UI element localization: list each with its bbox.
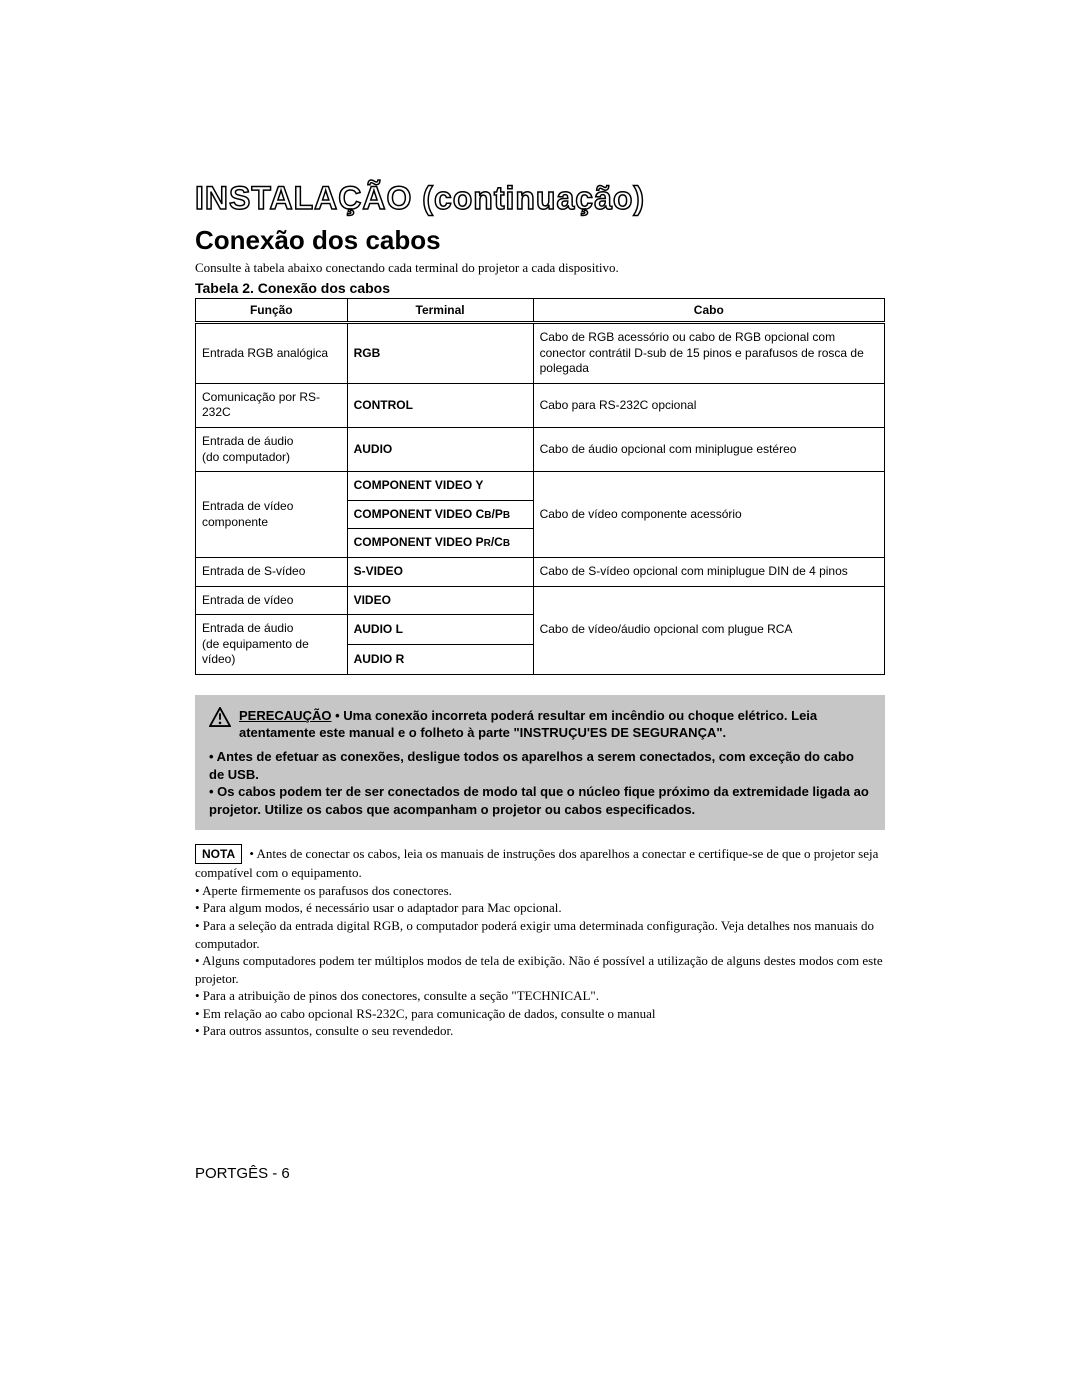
caution-p3: • Os cabos podem ter de ser conectados d… [209, 783, 871, 818]
t-part: COMPONENT VIDEO C [354, 507, 485, 521]
cell-terminal: VIDEO [347, 586, 533, 615]
t-part: /P [492, 507, 503, 521]
caution-p1: PERECAUÇÃO • Uma conexão incorreta poder… [239, 707, 871, 742]
section-subtitle: Conexão dos cabos [195, 225, 885, 256]
cell-cabo: Cabo de vídeo componente acessório [533, 472, 884, 558]
table-row: Comunicação por RS-232C CONTROL Cabo par… [196, 383, 885, 427]
caution-box: PERECAUÇÃO • Uma conexão incorreta poder… [195, 695, 885, 830]
table-caption: Tabela 2. Conexão dos cabos [195, 280, 885, 296]
cell-funcao: Entrada de áudio (do computador) [196, 427, 348, 471]
t-sub: R [484, 538, 491, 549]
cell-funcao: Entrada RGB analógica [196, 323, 348, 384]
t-part: COMPONENT VIDEO P [354, 535, 484, 549]
nota-badge: NOTA [195, 844, 242, 864]
nota-text: • Antes de conectar os cabos, leia os ma… [195, 846, 878, 880]
cell-line: Entrada de áudio [202, 434, 293, 448]
cell-line: (do computador) [202, 450, 290, 464]
t-sub: B [503, 538, 510, 549]
th-funcao: Função [196, 299, 348, 323]
cell-cabo: Cabo de RGB acessório ou cabo de RGB opc… [533, 323, 884, 384]
t-sub: B [503, 510, 510, 521]
caution-row: PERECAUÇÃO • Uma conexão incorreta poder… [209, 707, 871, 742]
cell-line: Entrada de áudio [202, 621, 293, 635]
nota-line: • Para outros assuntos, consulte o seu r… [195, 1022, 885, 1040]
th-terminal: Terminal [347, 299, 533, 323]
table-header-row: Função Terminal Cabo [196, 299, 885, 323]
document-page: INSTALAÇÃO (continuação) Conexão dos cab… [0, 0, 1080, 1397]
cell-terminal: AUDIO R [347, 645, 533, 675]
t-sub: B [484, 510, 491, 521]
table-row: Entrada de S-vídeo S-VIDEO Cabo de S-víd… [196, 557, 885, 586]
cell-funcao: Comunicação por RS-232C [196, 383, 348, 427]
cell-line: Entrada de vídeo [202, 499, 293, 513]
cell-terminal: AUDIO L [347, 615, 533, 645]
nota-line: • Para algum modos, é necessário usar o … [195, 899, 885, 917]
nota-block: NOTA • Antes de conectar os cabos, leia … [195, 844, 885, 1040]
table-row: Entrada de vídeo componente COMPONENT VI… [196, 472, 885, 501]
table-row: Entrada de vídeo VIDEO Cabo de vídeo/áud… [196, 586, 885, 615]
cell-cabo: Cabo de S-vídeo opcional com miniplugue … [533, 557, 884, 586]
intro-text: Consulte à tabela abaixo conectando cada… [195, 260, 885, 276]
cell-line: componente [202, 515, 268, 529]
cell-terminal: S-VIDEO [347, 557, 533, 586]
cell-terminal: COMPONENT VIDEO Y [347, 472, 533, 501]
nota-line: • Em relação ao cabo opcional RS-232C, p… [195, 1005, 885, 1023]
cell-funcao: Entrada de vídeo [196, 586, 348, 615]
cell-terminal: COMPONENT VIDEO PR/CB [347, 529, 533, 558]
th-cabo: Cabo [533, 299, 884, 323]
caution-p2: • Antes de efetuar as conexões, desligue… [209, 748, 871, 783]
cell-terminal: AUDIO [347, 427, 533, 471]
cell-cabo: Cabo para RS-232C opcional [533, 383, 884, 427]
warning-icon [209, 707, 231, 727]
nota-line: • Para a seleção da entrada digital RGB,… [195, 917, 885, 952]
cell-line: (de equipamento de vídeo) [202, 637, 309, 667]
connection-table: Função Terminal Cabo Entrada RGB analógi… [195, 298, 885, 675]
nota-line: • Para a atribuição de pinos dos conecto… [195, 987, 885, 1005]
cell-cabo: Cabo de áudio opcional com miniplugue es… [533, 427, 884, 471]
table-row: Entrada de áudio (do computador) AUDIO C… [196, 427, 885, 471]
nota-line: • Alguns computadores podem ter múltiplo… [195, 952, 885, 987]
cell-funcao: Entrada de áudio (de equipamento de víde… [196, 615, 348, 675]
cell-terminal: CONTROL [347, 383, 533, 427]
page-title-outline: INSTALAÇÃO (continuação) [195, 180, 885, 217]
caution-lead: PERECAUÇÃO [239, 708, 331, 723]
t-part: /C [491, 535, 503, 549]
cell-funcao: Entrada de S-vídeo [196, 557, 348, 586]
table-row: Entrada RGB analógica RGB Cabo de RGB ac… [196, 323, 885, 384]
cell-terminal: COMPONENT VIDEO CB/PB [347, 500, 533, 529]
cell-funcao: Entrada de vídeo componente [196, 472, 348, 558]
cell-terminal: RGB [347, 323, 533, 384]
cell-cabo: Cabo de vídeo/áudio opcional com plugue … [533, 586, 884, 674]
nota-line: • Aperte firmemente os parafusos dos con… [195, 882, 885, 900]
page-footer: PORTGÊS - 6 [195, 1165, 290, 1182]
nota-line: NOTA • Antes de conectar os cabos, leia … [195, 844, 885, 882]
